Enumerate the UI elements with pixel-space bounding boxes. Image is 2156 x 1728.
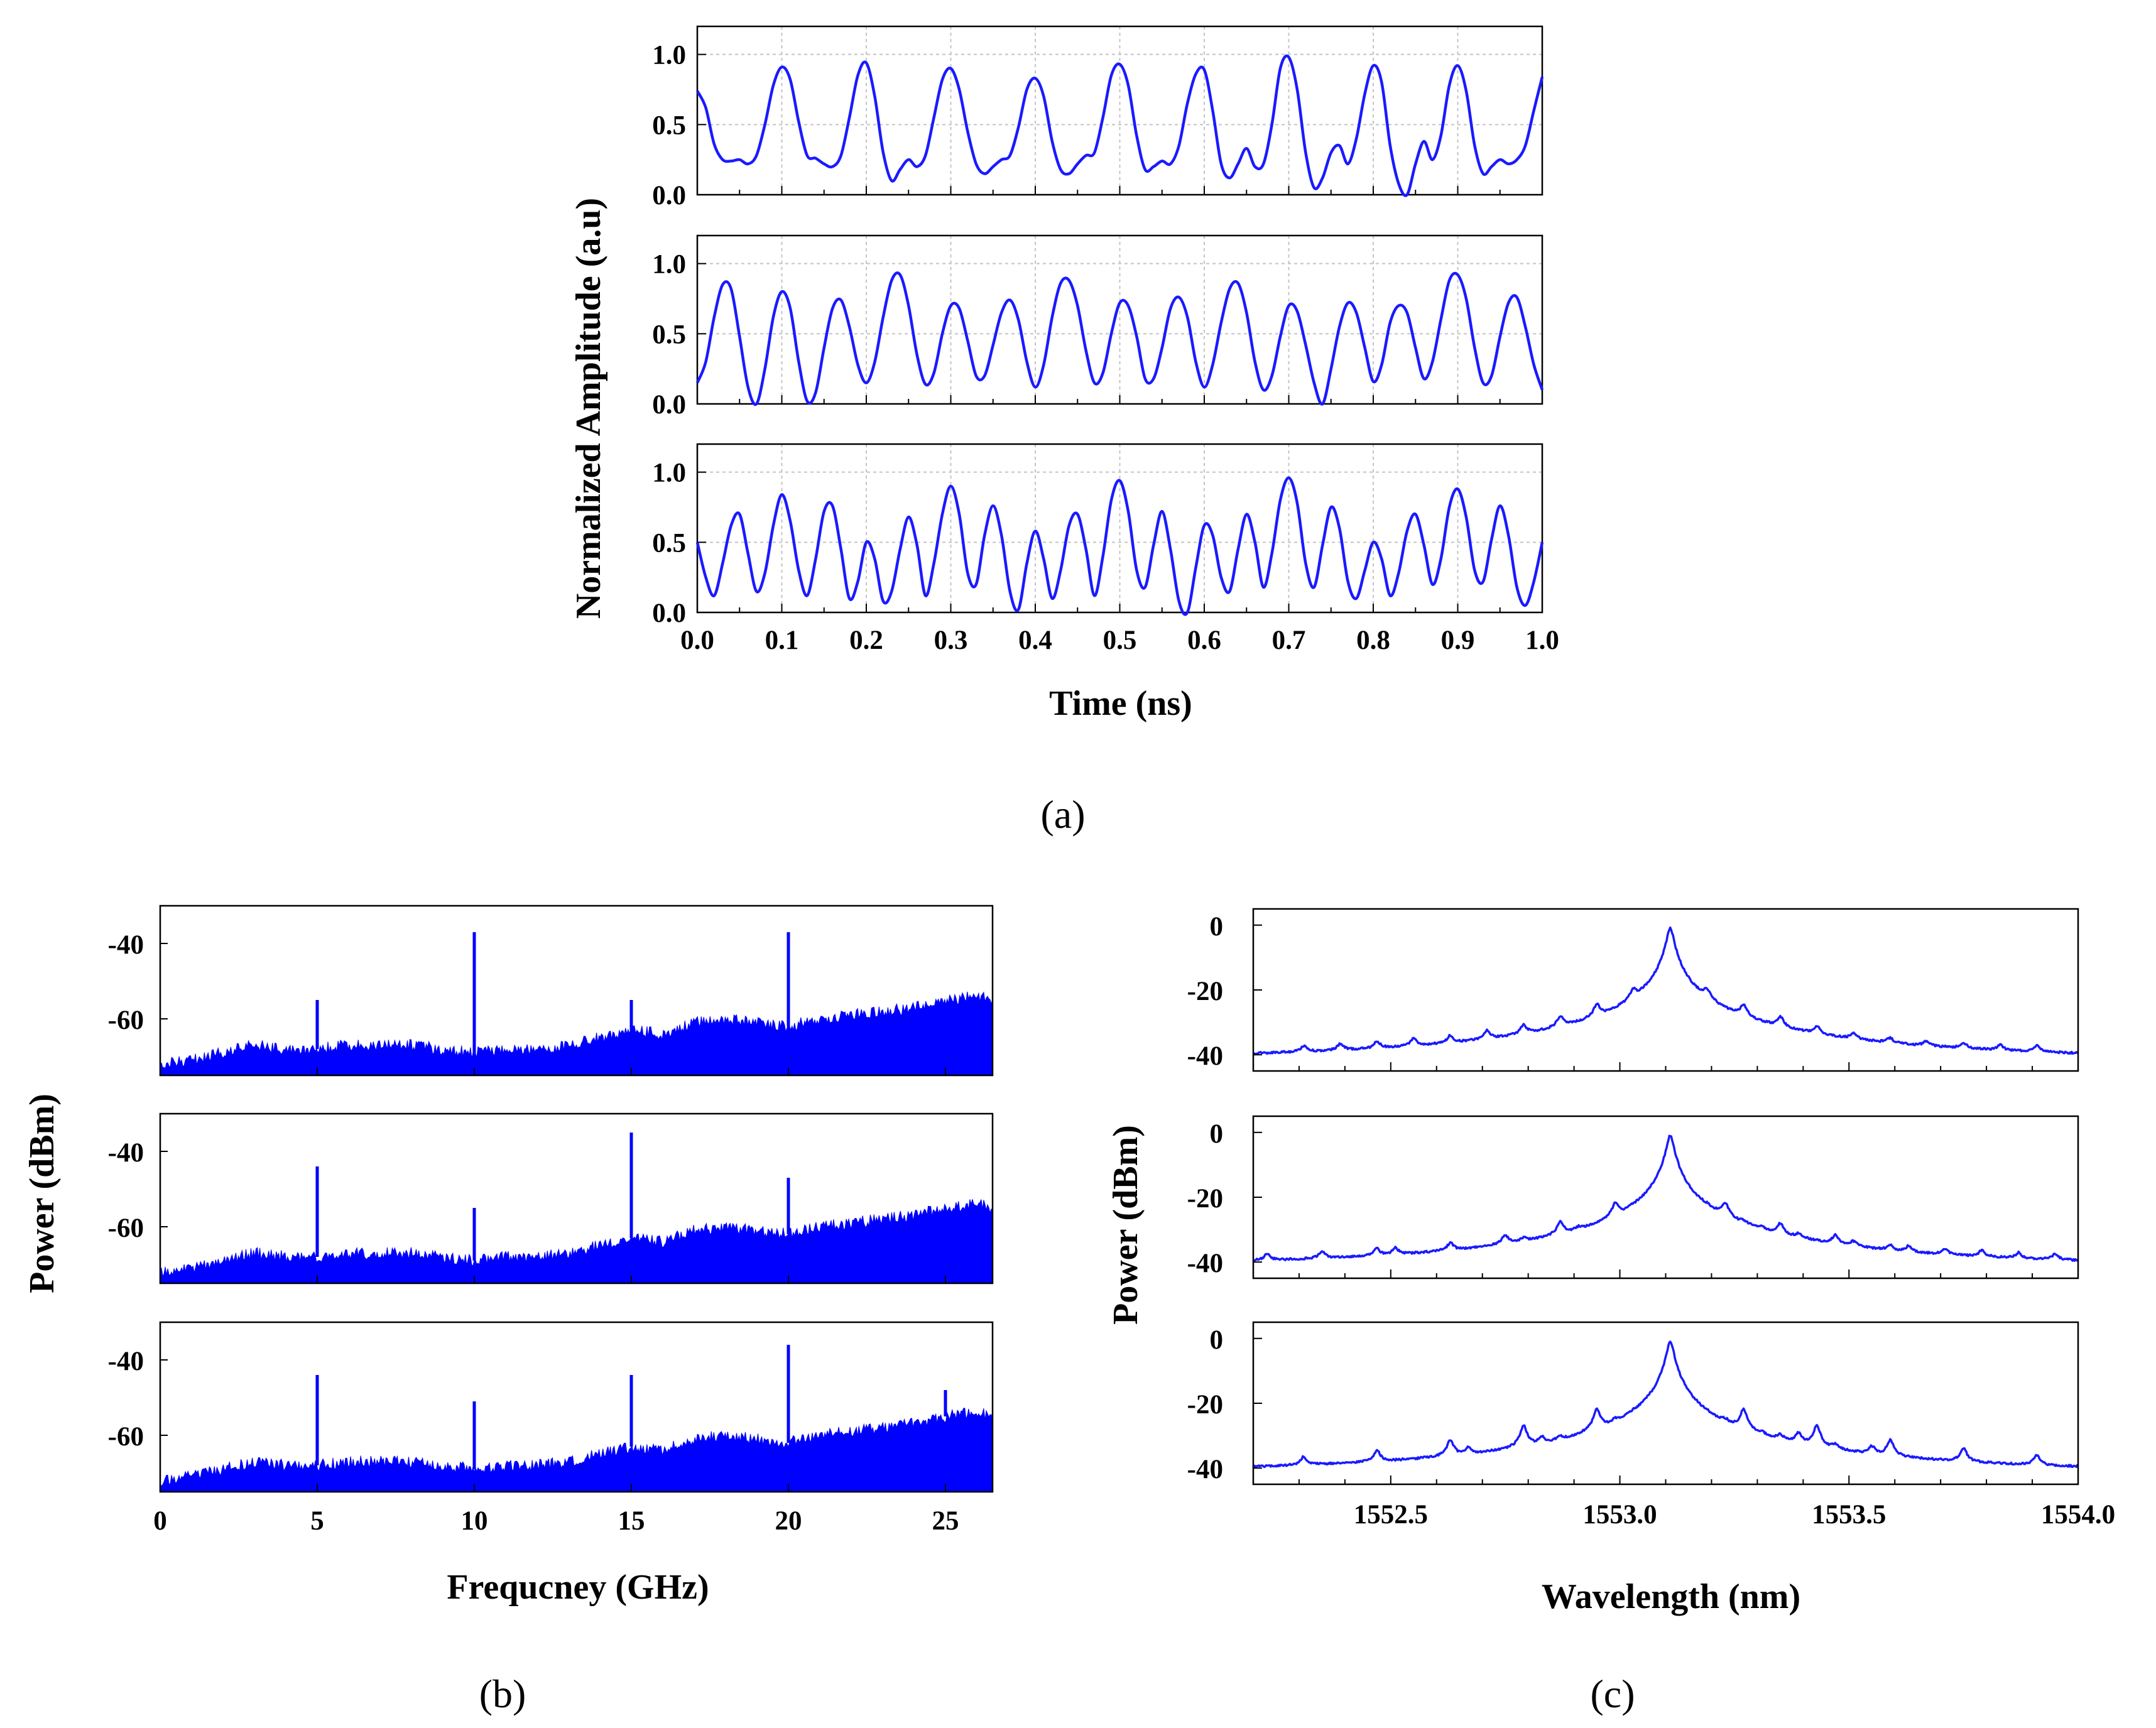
y-tick-label: -40	[108, 1138, 144, 1168]
panel-b: -40 -60 -40 -60 0 5 10 15 20 25 -40 -60	[108, 905, 994, 1536]
plot-frame	[696, 234, 1544, 405]
x-tick-label: 0.1	[765, 626, 799, 655]
x-tick-label: 15	[618, 1506, 645, 1536]
x-tick-label: 10	[461, 1506, 488, 1536]
subplot-c-3: 1552.5 1553.0 1553.5 1554.0 0 -20 -40	[1187, 1321, 2115, 1530]
panel-b-xlabel: Frequcney (GHz)	[447, 1568, 709, 1607]
x-tick-label: 0.4	[1018, 626, 1052, 655]
y-tick-label: 0.0	[652, 390, 686, 420]
x-tick-label: 0.3	[934, 626, 968, 655]
plot-frame	[696, 25, 1544, 196]
plot-frame	[1252, 1321, 2079, 1486]
y-tick-label: -40	[1187, 1249, 1223, 1278]
y-tick-label: 0.5	[652, 320, 686, 349]
x-tick-label: 20	[775, 1506, 802, 1536]
y-tick-label: -40	[1187, 1455, 1223, 1484]
y-tick-label: -60	[108, 1422, 144, 1452]
x-tick-label: 0.5	[1103, 626, 1137, 655]
x-tick-label: 0.6	[1187, 626, 1221, 655]
y-tick-label: 1.0	[652, 250, 686, 280]
panel-b-ylabel: Power (dBm)	[23, 1094, 62, 1293]
y-tick-label: 0	[1210, 912, 1224, 942]
subplot-a-3: 0.0 0.1 0.2 0.3 0.4 0.5 0.6 0.7 0.8 0.9 1.0 0.0 0.5 1…	[652, 443, 1559, 655]
plot-frame	[159, 1321, 994, 1493]
y-tick-label: 0.0	[652, 599, 686, 628]
y-tick-label: -20	[1187, 1390, 1223, 1420]
noise-fill	[160, 1408, 993, 1492]
x-tick-label: 0.8	[1356, 626, 1390, 655]
y-tick-label: 1.0	[652, 41, 686, 70]
panel-c-xlabel: Wavelength (nm)	[1542, 1577, 1800, 1616]
x-tick-label: 0.2	[849, 626, 883, 655]
spectrum-line	[1252, 926, 2079, 1055]
plot-frame	[159, 905, 994, 1077]
panel-c-ylabel: Power (dBm)	[1106, 1125, 1145, 1325]
y-tick-label: 0.5	[652, 111, 686, 140]
panel-a-xlabel: Time (ns)	[1049, 684, 1192, 723]
spectrum-line	[1252, 1340, 2079, 1469]
y-tick-label: 1.0	[652, 459, 686, 488]
x-tick-label: 0.0	[680, 626, 714, 655]
x-tick-label: 1553.0	[1582, 1500, 1657, 1530]
x-tick-label: 5	[310, 1506, 324, 1536]
plot-frame	[1252, 1115, 2079, 1280]
panel-a: 0.00.51.00.00.51.00.0 0.1 0.2 0.3 0.4 0.5 0.6 0…	[652, 25, 1559, 655]
x-tick-label: 1554.0	[2041, 1500, 2115, 1530]
y-tick-label: -40	[1187, 1041, 1223, 1071]
x-tick-label: 0	[153, 1506, 167, 1536]
subplot-a-2: 0.0 0.5 1.0	[652, 234, 1544, 420]
y-tick-label: -40	[108, 930, 144, 960]
y-tick-label: 0.5	[652, 528, 686, 558]
panel-b-label: (b)	[479, 1671, 526, 1716]
y-tick-label: 0	[1210, 1325, 1224, 1355]
y-tick-label: -60	[108, 1006, 144, 1035]
noise-fill	[160, 991, 993, 1076]
series-line	[695, 476, 1544, 616]
x-tick-label: 1552.5	[1354, 1500, 1428, 1530]
subplot-a-1: 0.0 0.5 1.0	[652, 25, 1544, 210]
y-tick-label: -20	[1187, 977, 1223, 1006]
y-tick-label: 0	[1210, 1119, 1224, 1149]
subplot-b-3: 0 5 10 15 20 25 -40 -60	[108, 1321, 994, 1536]
x-tick-label: 0.9	[1441, 626, 1475, 655]
x-tick-label: 1553.5	[1812, 1500, 1886, 1530]
y-tick-label: -40	[108, 1347, 144, 1376]
x-tick-label: 0.7	[1272, 626, 1306, 655]
y-tick-label: -60	[108, 1214, 144, 1243]
subplot-c-2: 0 -20 -40	[1187, 1115, 2079, 1280]
series-line	[695, 271, 1544, 406]
y-tick-label: 0.0	[652, 181, 686, 210]
series-line	[695, 54, 1544, 197]
x-tick-label: 1.0	[1525, 626, 1559, 655]
subplot-b-1: -40 -60	[108, 905, 994, 1077]
subplot-c-1: 0 -20 -40	[1187, 908, 2079, 1072]
panel-c: 0 -20 -40 0 -20 -40 1552.5 1553.0 1553.5 1554.0 0 -…	[1187, 908, 2115, 1530]
panel-c-label: (c)	[1590, 1671, 1635, 1716]
panel-a-ylabel: Normalized Amplitude (a.u)	[569, 198, 608, 619]
noise-fill	[160, 1199, 993, 1284]
x-tick-label: 25	[932, 1506, 959, 1536]
spectrum-line	[1253, 1134, 2079, 1263]
y-tick-label: -20	[1187, 1184, 1223, 1214]
panel-a-label: (a)	[1040, 792, 1085, 837]
plot-frame	[1252, 908, 2079, 1072]
plot-frame	[159, 1112, 994, 1285]
plot-frame	[696, 443, 1544, 614]
subplot-b-2: -40 -60	[108, 1112, 994, 1285]
